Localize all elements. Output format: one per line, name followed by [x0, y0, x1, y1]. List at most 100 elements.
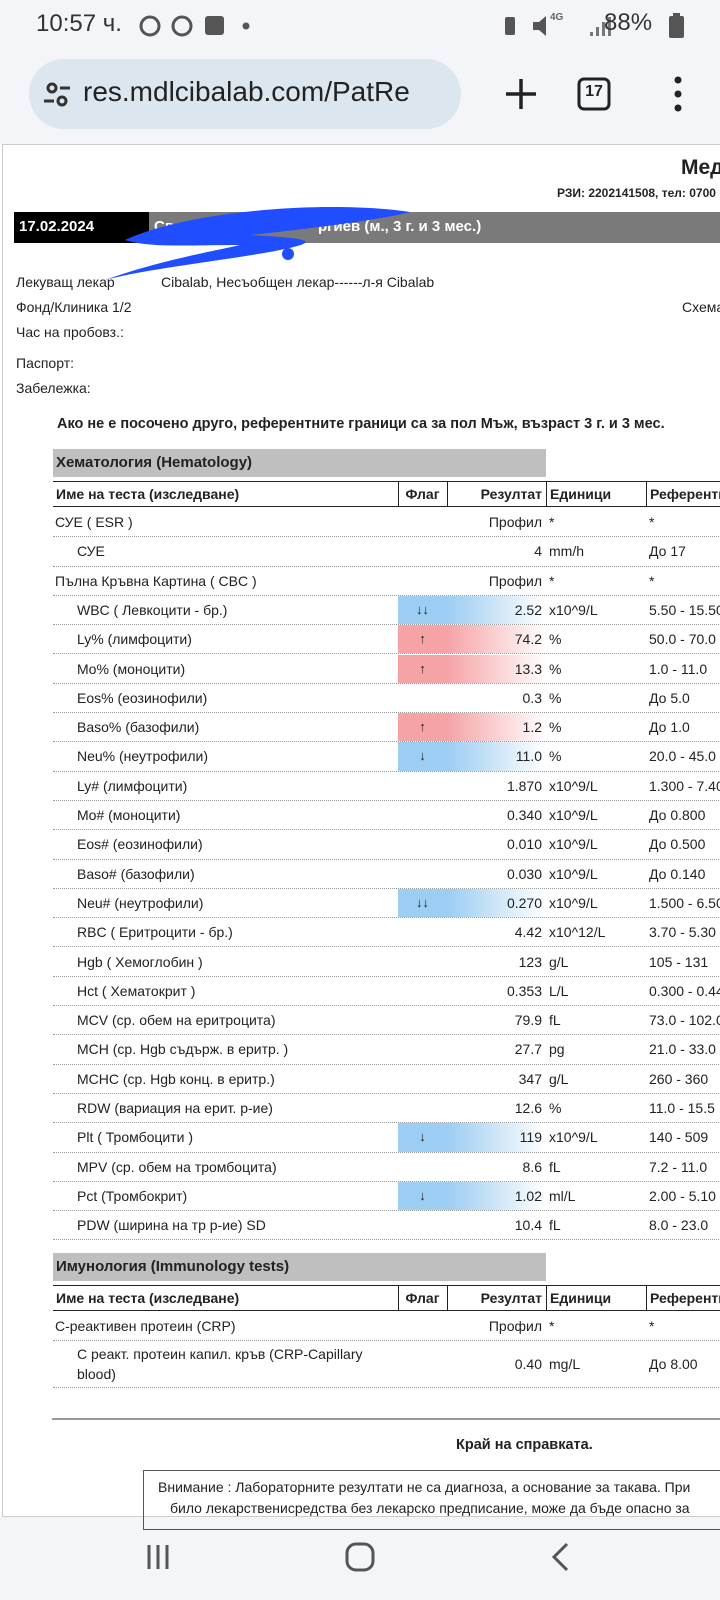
test-unit: x10^9/L — [549, 836, 598, 853]
column-header: Име на теста (изследване) — [56, 1290, 240, 1306]
test-result: 0.353 — [506, 982, 542, 999]
test-reference: 3.70 - 5.30 — [649, 924, 716, 941]
flag-cell: ↓ — [398, 742, 447, 771]
test-unit: fL — [549, 1012, 561, 1029]
table-row — [53, 1211, 720, 1241]
test-reference: 8.0 - 23.0 — [649, 1217, 709, 1234]
test-result: 10.4 — [514, 1217, 542, 1234]
table-row — [53, 830, 720, 860]
test-result: 0.030 — [506, 865, 542, 882]
patient-info: ргиев (м., 3 г. и 3 мес.) — [318, 218, 482, 235]
column-header: Флаг — [398, 1285, 447, 1311]
test-reference: 140 - 509 — [649, 1129, 709, 1146]
test-unit: pg — [549, 1041, 565, 1058]
test-result: 1.02 — [514, 1187, 542, 1204]
test-name: Пълна Кръвна Картина ( CBC ) — [55, 572, 257, 589]
test-result: 0.40 — [514, 1356, 542, 1372]
flag-cell: ↑ — [398, 713, 447, 742]
table-row — [53, 537, 720, 567]
section-header: Имунология (Immunology tests) — [53, 1253, 546, 1281]
test-name: Baso% (базофили) — [77, 719, 200, 736]
flag-cell: ↓ — [398, 1181, 447, 1211]
test-reference: 2.00 - 5.10 — [649, 1187, 716, 1204]
browser-icons — [44, 13, 684, 112]
field-label: Паспорт: — [16, 355, 74, 371]
test-reference: * — [649, 1318, 655, 1334]
test-reference: 21.0 - 33.0 — [649, 1041, 716, 1058]
field-label: Забележка: — [16, 380, 91, 396]
test-reference: До 8.00 — [649, 1356, 698, 1372]
test-reference: 0.300 - 0.44 — [649, 982, 720, 999]
test-unit: fL — [549, 1158, 561, 1175]
result-highlight — [447, 625, 546, 654]
test-name: Ly# (лимфоцити) — [77, 777, 188, 794]
test-name: Pct (Тромбокрит) — [77, 1187, 188, 1204]
test-name: Plt ( Тромбоцити ) — [77, 1129, 194, 1146]
url-pill[interactable] — [29, 59, 461, 129]
table-row — [53, 713, 720, 743]
page-frame — [2, 144, 720, 1517]
test-unit: x10^9/L — [549, 1129, 598, 1146]
test-result: 119 — [519, 1129, 542, 1146]
test-name: RBC ( Еритроцити - бр.) — [77, 924, 233, 941]
table-row — [53, 977, 720, 1007]
table-row — [53, 860, 720, 889]
url-text: res.mdlcibalab.com/PatRe — [83, 76, 410, 107]
redaction — [105, 207, 410, 280]
test-result: 4.42 — [514, 924, 542, 941]
test-result: Профил — [488, 1318, 542, 1334]
battery-level: 88% — [604, 9, 653, 36]
test-reference: До 17 — [649, 543, 686, 560]
test-unit: * — [549, 1318, 555, 1334]
report-date: 17.02.2024 — [19, 218, 95, 235]
table-row — [53, 684, 720, 714]
test-name: Hct ( Хематокрит ) — [77, 982, 196, 999]
test-name: MCV (ср. обем на еритроцита) — [77, 1012, 276, 1029]
test-name: С реакт. протеин капил. кръв (CRP-Capill… — [77, 1346, 363, 1382]
flag-cell: ↓↓ — [398, 595, 447, 625]
warning-line: Внимание : Лабораторните резултати не са… — [158, 1479, 691, 1495]
table-row — [53, 1094, 720, 1124]
test-result: 8.6 — [522, 1158, 542, 1175]
test-reference: * — [649, 572, 655, 589]
warning-line: било лекарственисредства без лекарско пр… — [170, 1500, 690, 1516]
test-name: Mo% (моноцити) — [77, 660, 186, 677]
result-highlight — [447, 1181, 546, 1211]
report-contact: РЗИ: 2202141508, тел: 0700 — [557, 186, 716, 200]
column-header: Единици — [546, 481, 646, 507]
test-name: PDW (ширина на тр р-ие) SD — [77, 1217, 266, 1234]
nav-bar — [0, 1517, 720, 1600]
test-name: MCH (ср. Hgb съдърж. в еритр. ) — [77, 1041, 289, 1058]
column-header: Референтн — [646, 1285, 720, 1311]
test-result: 347 — [518, 1070, 542, 1087]
test-result: 79.9 — [514, 1012, 542, 1029]
network-type: 4G — [550, 12, 564, 23]
nav-icons — [147, 1542, 569, 1572]
test-unit: x10^12/L — [549, 924, 606, 941]
column-header: Име на теста (изследване) — [56, 486, 240, 502]
test-reference: До 1.0 — [649, 719, 690, 736]
test-result: Профил — [488, 514, 542, 530]
test-result: 27.7 — [514, 1041, 542, 1058]
test-reference: 73.0 - 102.0 — [649, 1012, 720, 1029]
test-result: 0.270 — [506, 894, 542, 911]
column-header: Резултат — [447, 1285, 546, 1311]
table-row — [53, 1065, 720, 1094]
warning-box — [143, 1470, 720, 1530]
table-row — [53, 508, 720, 538]
test-result: 74.2 — [514, 631, 542, 648]
test-result: Профил — [488, 572, 542, 589]
table-row — [53, 1006, 720, 1036]
test-result: 0.340 — [506, 807, 542, 823]
test-name: СУЕ — [77, 543, 105, 560]
test-unit: L/L — [549, 982, 569, 999]
report-title: Мед — [681, 156, 720, 179]
table-row — [53, 1312, 720, 1341]
table-row — [53, 801, 720, 831]
table-row — [53, 1182, 720, 1212]
status-time: 10:57 ч. — [36, 10, 122, 37]
test-reference: До 0.140 — [649, 865, 706, 882]
reference-note: Ако не е посочено друго, референтните гр… — [57, 416, 665, 432]
test-name: RDW (вариация на ерит. р-ие) — [77, 1100, 273, 1116]
